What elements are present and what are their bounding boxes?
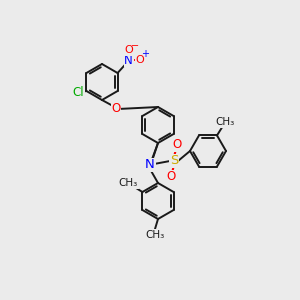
Text: S: S (170, 154, 178, 167)
Text: O: O (167, 170, 176, 184)
Text: O: O (111, 101, 121, 115)
Text: O: O (135, 55, 144, 65)
Text: CH₃: CH₃ (215, 117, 235, 128)
Text: +: + (141, 49, 148, 59)
Text: Cl: Cl (73, 86, 84, 100)
Text: CH₃: CH₃ (146, 230, 165, 240)
Text: CH₃: CH₃ (119, 178, 138, 188)
Text: −: − (130, 41, 139, 51)
Text: O: O (124, 45, 133, 55)
Text: N: N (124, 53, 133, 67)
Text: N: N (145, 158, 155, 172)
Text: O: O (172, 139, 182, 152)
